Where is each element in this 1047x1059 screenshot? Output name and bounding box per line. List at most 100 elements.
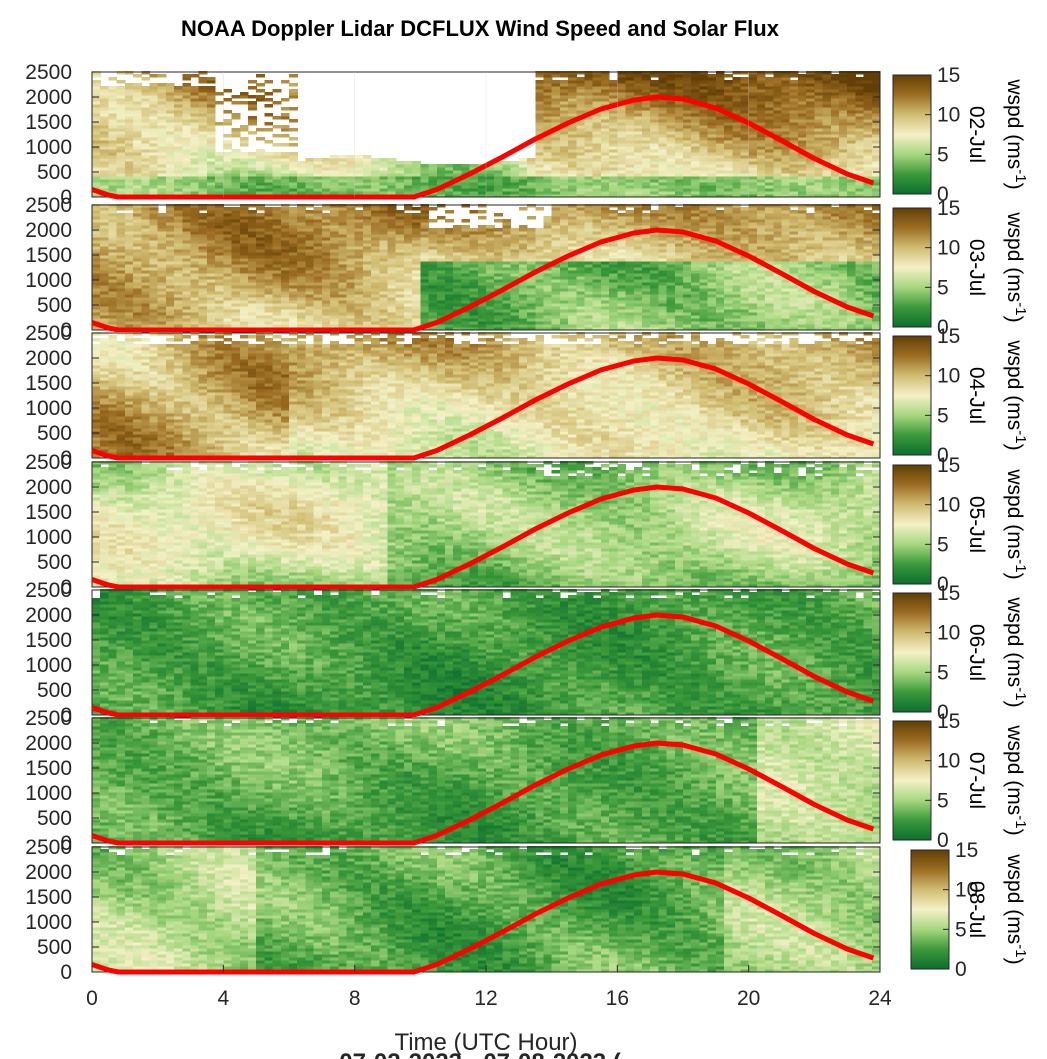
- colorbar: [892, 464, 932, 585]
- colorbar-tick-label: 10: [937, 750, 960, 773]
- panel-axes-box: [91, 589, 881, 716]
- y-tick-label: 0: [60, 319, 72, 342]
- y-tick-label: 500: [37, 936, 72, 959]
- y-tick-label: 1500: [25, 757, 72, 780]
- colorbar-tick-label: 0: [937, 701, 949, 724]
- heatmap-cells: [92, 332, 881, 459]
- colorbar-tick-label: 15: [937, 64, 960, 87]
- x-tick-label: 24: [868, 987, 892, 1010]
- colorbar-tick-label: 10: [955, 879, 978, 902]
- colorbar-tick-label: 5: [937, 789, 949, 812]
- y-tick-label: 1500: [25, 111, 72, 134]
- colorbar-tick-label: 5: [937, 404, 949, 427]
- x-tick-label: 12: [474, 987, 497, 1010]
- colorbar-tick-label: 15: [955, 839, 978, 862]
- date-range-footer: 07-02-2023 - 07-08-2023 (: [339, 1049, 621, 1059]
- colorbar: [892, 207, 932, 328]
- panel-date-label: 07-Jul: [965, 752, 988, 809]
- panel-date-label: 06-Jul: [965, 624, 988, 681]
- y-tick-label: 500: [37, 679, 72, 702]
- x-tick-labels: 0 4 8 12 16 20 24: [86, 965, 892, 1010]
- colorbar-label: wspd (ms-1): [1003, 596, 1029, 707]
- panel-date-label: 05-Jul: [965, 496, 988, 553]
- solar-flux-line: [91, 94, 875, 200]
- colorbar-tick-label: 10: [937, 104, 960, 127]
- colorbar-tick-label: 5: [955, 918, 967, 941]
- y-tick-label: 0: [60, 576, 72, 599]
- colorbar-tick-label: 0: [937, 316, 949, 339]
- y-tick-label: 1500: [25, 244, 72, 267]
- y-tick-label: 1500: [25, 501, 72, 524]
- panel-axes-box: [91, 204, 881, 331]
- y-tick-label: 1500: [25, 629, 72, 652]
- colorbar-label: wspd (ms-1): [1003, 211, 1029, 322]
- heatmap-cells: [92, 717, 881, 844]
- colorbar-tick-label: 0: [955, 958, 967, 981]
- colorbar-tick-label: 5: [937, 276, 949, 299]
- colorbar-tick-label: 5: [937, 661, 949, 684]
- y-tick-label: 1000: [25, 654, 72, 677]
- heatmap-cells: [92, 589, 881, 716]
- colorbar-tick-label: 10: [937, 622, 960, 645]
- y-tick-label: 2500: [25, 836, 72, 859]
- x-tick-label: 16: [606, 987, 629, 1010]
- colorbar-tick-label: 15: [937, 710, 960, 733]
- y-tick-label: 2500: [25, 579, 72, 602]
- y-tick-label: 2000: [25, 732, 72, 755]
- y-tick-label: 1000: [25, 911, 72, 934]
- colorbar-tick-label: 15: [937, 454, 960, 477]
- heatmap-cells: [92, 71, 881, 198]
- y-tick-label: 2000: [25, 861, 72, 884]
- panel-axes-box: [91, 332, 881, 459]
- y-tick-label: 2500: [25, 322, 72, 345]
- x-axis-label: Time (UTC Hour): [394, 1029, 577, 1056]
- colorbar-label: wspd (ms-1): [1003, 468, 1029, 579]
- colorbar-tick-label: 5: [937, 533, 949, 556]
- panel-axes-box: [91, 461, 881, 588]
- colorbar-tick-label: 10: [937, 365, 960, 388]
- y-tick-label: 500: [37, 807, 72, 830]
- y-tick-label: 2000: [25, 476, 72, 499]
- y-tick-label: 1000: [25, 397, 72, 420]
- y-tick-label: 2000: [25, 219, 72, 242]
- x-tick-label: 4: [217, 987, 229, 1010]
- y-tick-label: 2000: [25, 86, 72, 109]
- colorbar-tick-label: 15: [937, 582, 960, 605]
- colorbar-label: wspd (ms-1): [1003, 853, 1029, 964]
- colorbar-label: wspd (ms-1): [1003, 724, 1029, 835]
- colorbar-tick-label: 15: [937, 325, 960, 348]
- y-tick-label: 0: [60, 447, 72, 470]
- solar-flux-line: [91, 869, 875, 975]
- y-tick-label: 2000: [25, 604, 72, 627]
- panel-date-label: 04-Jul: [965, 367, 988, 424]
- x-tick-label: 0: [86, 987, 98, 1010]
- x-tick-label: 8: [349, 987, 361, 1010]
- colorbar-label: wspd (ms-1): [1003, 339, 1029, 450]
- y-tick-label: 2500: [25, 707, 72, 730]
- panel-axes-box: [91, 717, 881, 844]
- y-tick-label: 1500: [25, 886, 72, 909]
- colorbar-tick-label: 0: [937, 573, 949, 596]
- colorbar: [892, 592, 932, 713]
- colorbar-tick-label: 0: [937, 829, 949, 852]
- y-tick-label: 2500: [25, 61, 72, 84]
- y-tick-label: 0: [60, 832, 72, 855]
- heatmap-cells: [92, 204, 881, 331]
- y-tick-label: 0: [60, 961, 72, 984]
- solar-flux-line: [91, 740, 875, 846]
- y-tick-label: 2500: [25, 194, 72, 217]
- y-tick-label: 500: [37, 551, 72, 574]
- heatmap-cells: [92, 846, 881, 973]
- panel-date-label: 02-Jul: [965, 106, 988, 163]
- y-tick-label: 500: [37, 422, 72, 445]
- colorbar-tick-label: 10: [937, 237, 960, 260]
- y-tick-label: 500: [37, 161, 72, 184]
- y-tick-label: 0: [60, 704, 72, 727]
- x-tick-label: 20: [737, 987, 760, 1010]
